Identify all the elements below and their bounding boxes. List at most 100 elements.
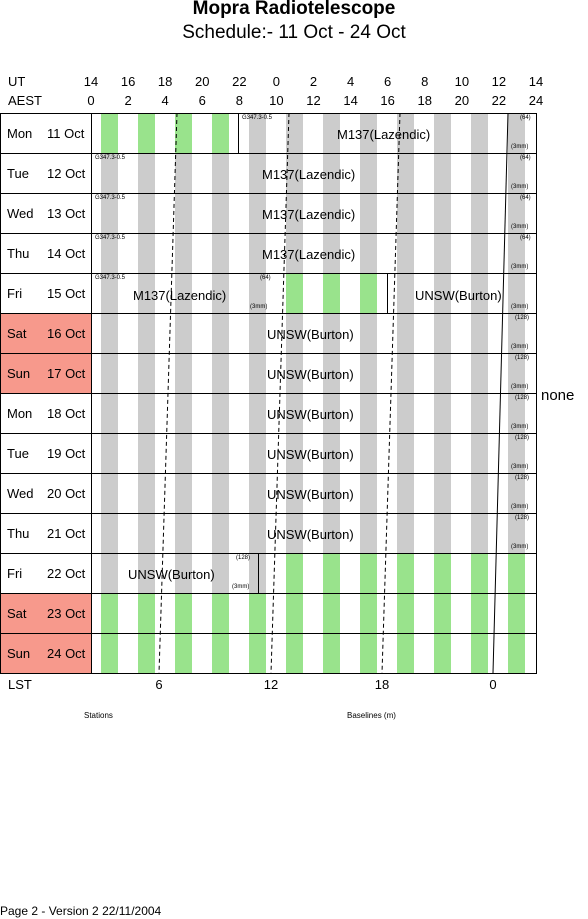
day-date: 21 Oct bbox=[47, 526, 86, 541]
green-stripe bbox=[211, 593, 229, 633]
grey-stripe bbox=[323, 113, 341, 153]
grey-stripe bbox=[434, 513, 452, 553]
band-label: (128) bbox=[515, 355, 530, 361]
green-stripe bbox=[248, 633, 266, 673]
row-divider bbox=[0, 673, 537, 674]
grey-stripe bbox=[360, 113, 378, 153]
aest-tick: 8 bbox=[235, 93, 243, 108]
project-label: UNSW(Burton) bbox=[267, 487, 354, 502]
band-label: (3mm) bbox=[511, 504, 529, 510]
ut-tick: 22 bbox=[232, 74, 247, 89]
grey-stripe bbox=[471, 193, 489, 233]
green-stripe bbox=[174, 633, 192, 673]
source-label: G347.3-0.5 bbox=[242, 115, 273, 121]
grey-stripe bbox=[174, 193, 192, 233]
green-stripe bbox=[323, 273, 341, 313]
green-stripe bbox=[137, 633, 155, 673]
aest-tick: 16 bbox=[380, 93, 395, 108]
day-date: 17 Oct bbox=[47, 366, 86, 381]
grey-stripe bbox=[100, 153, 118, 193]
row-divider bbox=[0, 473, 537, 474]
frame-right bbox=[536, 113, 537, 673]
row-divider bbox=[0, 313, 537, 314]
grey-stripe bbox=[137, 233, 155, 273]
band-label: (64) bbox=[520, 155, 531, 161]
grey-stripe bbox=[471, 233, 489, 273]
grey-stripe bbox=[434, 353, 452, 393]
row-divider bbox=[0, 113, 537, 114]
grey-stripe bbox=[471, 113, 489, 153]
boundary-line bbox=[387, 273, 388, 313]
ut-tick: 2 bbox=[309, 74, 318, 89]
grey-stripe bbox=[137, 313, 155, 353]
aest-tick: 12 bbox=[306, 93, 321, 108]
aest-tick: 0 bbox=[87, 93, 95, 108]
ut-axis-label: UT bbox=[8, 74, 26, 89]
grey-stripe bbox=[285, 353, 303, 393]
grey-stripe bbox=[100, 273, 118, 313]
grey-stripe bbox=[248, 193, 266, 233]
lst-12-track bbox=[270, 113, 290, 673]
day-name: Mon bbox=[7, 126, 33, 141]
grey-stripe bbox=[360, 353, 378, 393]
grey-stripe bbox=[248, 513, 266, 553]
day-label: Sat 23 Oct bbox=[1, 594, 91, 633]
day-name: Tue bbox=[7, 166, 29, 181]
green-stripe bbox=[471, 593, 489, 633]
green-stripe bbox=[211, 113, 229, 153]
grey-stripe bbox=[285, 193, 303, 233]
grey-stripe bbox=[323, 313, 341, 353]
green-stripe bbox=[434, 553, 452, 593]
green-stripe bbox=[285, 633, 303, 673]
day-date: 19 Oct bbox=[47, 446, 86, 461]
green-stripe bbox=[137, 593, 155, 633]
day-label: Sat 16 Oct bbox=[1, 314, 91, 353]
grey-stripe bbox=[508, 113, 526, 153]
source-label: G347.3-0.5 bbox=[95, 195, 126, 201]
grey-stripe bbox=[434, 473, 452, 513]
green-stripe bbox=[397, 633, 415, 673]
grey-stripe bbox=[100, 193, 118, 233]
band-label: (3mm) bbox=[511, 424, 529, 430]
grey-stripe bbox=[211, 313, 229, 353]
grey-stripe bbox=[360, 313, 378, 353]
row-divider bbox=[0, 393, 537, 394]
boundary-line bbox=[238, 113, 239, 153]
project-label: UNSW(Burton) bbox=[415, 288, 502, 303]
aest-tick: 20 bbox=[454, 93, 470, 108]
band-label: (3mm) bbox=[511, 144, 529, 150]
grey-stripe bbox=[434, 313, 452, 353]
day-label: Thu 21 Oct bbox=[1, 514, 91, 553]
lst-6-track bbox=[158, 113, 178, 673]
day-date: 14 Oct bbox=[47, 246, 86, 261]
row-divider bbox=[0, 353, 537, 354]
grey-stripe bbox=[323, 393, 341, 433]
green-stripe bbox=[360, 273, 378, 313]
band-label: (3mm) bbox=[511, 304, 529, 310]
project-label: UNSW(Burton) bbox=[267, 327, 354, 342]
green-stripe bbox=[397, 593, 415, 633]
grey-stripe bbox=[471, 153, 489, 193]
row-divider bbox=[0, 593, 537, 594]
none-label: none bbox=[541, 387, 575, 404]
project-label: UNSW(Burton) bbox=[267, 367, 354, 382]
day-label: Wed 20 Oct bbox=[1, 474, 91, 513]
row-divider bbox=[0, 513, 537, 514]
day-date: 15 Oct bbox=[47, 286, 86, 301]
aest-tick: 14 bbox=[343, 93, 358, 108]
band-label: (3mm) bbox=[250, 304, 268, 310]
band-label: (64) bbox=[260, 275, 271, 281]
grey-stripe bbox=[211, 233, 229, 273]
aest-tick: 2 bbox=[124, 93, 132, 108]
ut-tick: 8 bbox=[421, 74, 429, 89]
row-divider bbox=[0, 153, 537, 154]
project-label: M137(Lazendic) bbox=[337, 127, 431, 142]
grey-stripe bbox=[508, 313, 526, 353]
row-divider bbox=[0, 433, 537, 434]
green-stripe bbox=[434, 593, 452, 633]
grey-stripe bbox=[508, 393, 526, 433]
grey-stripe bbox=[285, 153, 303, 193]
grey-stripe bbox=[174, 393, 192, 433]
grey-stripe bbox=[397, 353, 415, 393]
grey-stripe bbox=[397, 273, 415, 313]
